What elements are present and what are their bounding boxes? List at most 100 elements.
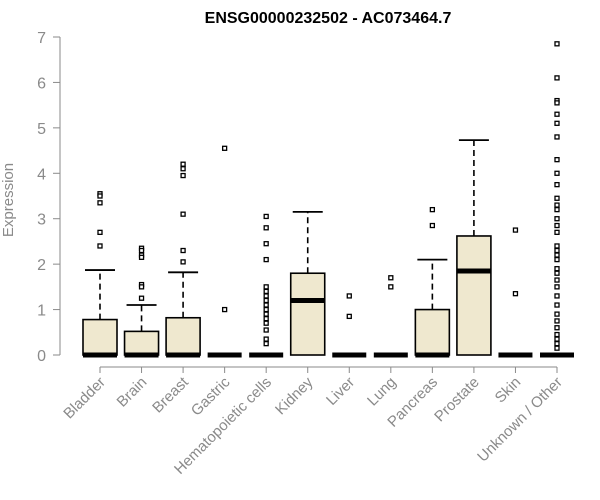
outlier-point [263,306,269,313]
box [82,318,118,356]
box-group [165,161,201,358]
box-group [414,206,451,358]
outlier-point [554,284,560,290]
outlier-point [554,252,560,258]
outlier-point [180,172,186,179]
x-tick-label: Lung [364,374,400,410]
y-tick-label: 0 [37,348,46,365]
outlier-point [263,336,269,342]
outlier-point [554,229,560,235]
outlier-point [138,295,145,301]
y-tick-label: 6 [37,75,46,92]
outlier-point [554,331,560,338]
outlier-point [346,313,352,320]
outlier-point [97,200,103,206]
x-tick-label: Kidney [272,373,317,418]
outlier-point [554,325,560,331]
outlier-point [554,336,560,342]
outlier-point [554,243,560,249]
x-tick-label: Liver [323,374,358,409]
outlier-point [180,247,186,254]
outlier-point [221,306,228,313]
outlier-point [263,297,269,304]
outlier-point [180,166,186,172]
box [414,308,451,356]
outlier-point [554,100,560,106]
outlier-point [429,222,436,229]
outlier-point [554,340,560,347]
outlier-point [554,345,560,351]
outlier-point [512,291,519,297]
box-group [456,139,492,356]
outlier-point [554,134,560,140]
outlier-point [221,145,228,151]
y-axis: 0 1 2 3 4 5 6 7 [37,30,61,365]
y-tick-label: 4 [37,166,46,183]
outlier-point [554,195,560,201]
x-tick-label: Brain [114,374,151,411]
outlier-point [554,256,560,263]
box [289,272,326,356]
outlier-point [138,247,145,254]
chart-title: ENSG00000232502 - AC073464.7 [205,10,452,27]
y-axis-label: Expression [0,163,17,237]
outlier-point [554,111,560,117]
outlier-point [263,316,269,322]
outlier-point [263,225,269,231]
box-group [249,213,284,358]
outlier-point [346,293,352,299]
outlier-point [388,275,394,281]
y-tick-label: 7 [37,30,46,47]
box-group [123,245,160,358]
outlier-point [97,229,103,235]
box-group [332,293,367,358]
outlier-point [554,270,560,276]
outlier-point [180,259,186,265]
outlier-point [429,206,436,213]
y-tick-label: 5 [37,121,46,138]
outlier-point [263,311,269,317]
outlier-point [263,256,269,263]
outlier-point [554,318,560,324]
outlier-point [554,277,560,283]
outlier-point [180,211,186,217]
box-group [540,41,574,358]
outlier-point [263,293,269,299]
outlier-point [554,181,560,188]
outlier-point [554,41,560,47]
outlier-point [554,206,560,213]
y-tick-label: 2 [37,257,46,274]
outlier-point [554,302,560,308]
x-tick-label: Breast [149,373,192,416]
outlier-point [554,293,560,299]
outlier-point [263,320,269,326]
boxes-layer [82,41,574,358]
box-group [498,227,533,358]
outlier-point [263,302,269,308]
y-tick-label: 3 [37,212,46,229]
outlier-point [554,75,560,81]
outlier-point [138,254,145,260]
y-tick-label: 1 [37,303,46,320]
box [165,316,201,356]
outlier-point [554,120,560,126]
outlier-point [97,193,103,199]
outlier-point [554,311,560,317]
box-group [207,145,242,358]
outlier-point [554,266,560,272]
outlier-point [138,284,145,290]
outlier-point [97,243,103,249]
box-group [373,275,408,358]
outlier-point [180,161,186,167]
box [123,330,160,356]
outlier-point [554,222,560,229]
box-group [82,191,118,358]
outlier-point [388,284,394,290]
box [456,235,492,356]
outlier-point [554,157,560,163]
outlier-point [554,170,560,176]
outlier-point [263,327,269,333]
outlier-point [263,213,269,220]
